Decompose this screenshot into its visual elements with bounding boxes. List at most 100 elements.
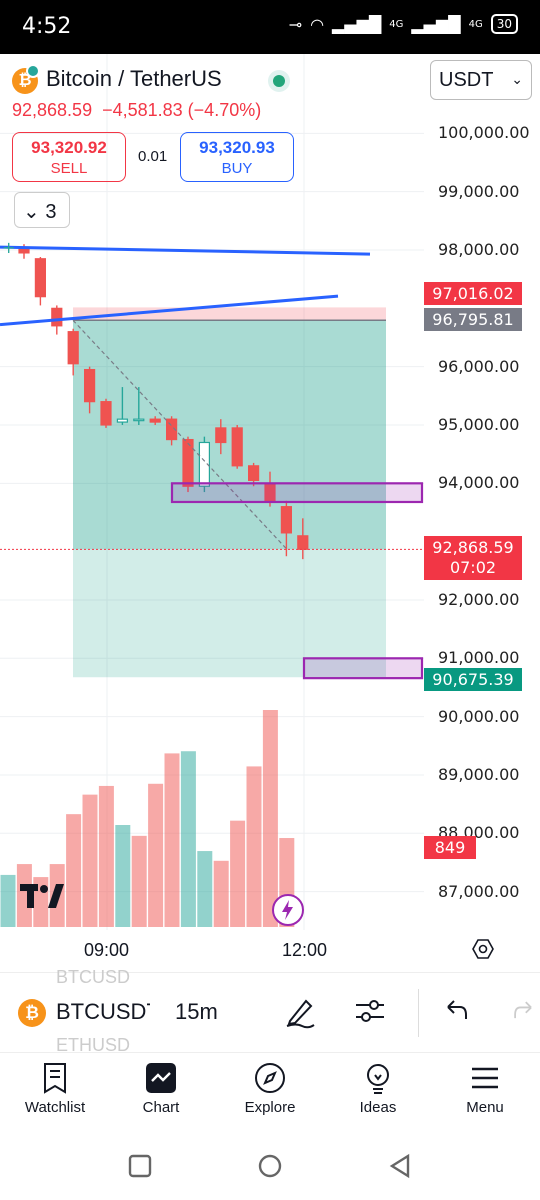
signal-icon-1: ▂▄▆█ <box>332 14 382 34</box>
time-label-1200: 12:00 <box>282 940 328 960</box>
redo-icon[interactable] <box>508 993 540 1029</box>
price-axis-label: 91,000.00 <box>438 648 520 668</box>
nav-explore[interactable]: Explore <box>225 1061 315 1116</box>
candle-body <box>133 418 145 422</box>
position-path <box>72 319 288 550</box>
price-axis-label: 99,000.00 <box>438 181 520 201</box>
candle-body <box>248 465 260 482</box>
price-axis-label: 96,000.00 <box>438 356 520 376</box>
chart-area[interactable]: + ₿ Bitcoin / TetherUS USDT ⌄ 92,868.59 … <box>0 54 540 974</box>
lightbulb-icon <box>367 1064 389 1094</box>
buy-label: BUY <box>221 160 253 177</box>
candle-body <box>280 506 292 534</box>
currency-select[interactable]: USDT ⌄ <box>430 60 532 100</box>
candle-body <box>166 418 178 441</box>
time-axis[interactable]: 09:00 12:00 <box>0 930 540 970</box>
trendline-upper <box>0 245 371 256</box>
chevron-down-icon: ⌄ <box>23 201 40 223</box>
price-tag-stop: 97,016.02 <box>424 282 522 305</box>
bottom-toolbar: BTCUSD ETHUSD ₿ BTCUSDT 15m <box>0 967 540 1055</box>
trendline-lower <box>0 294 339 327</box>
clock: 4:52 <box>22 14 72 39</box>
sell-price: 93,320.92 <box>31 138 107 157</box>
chart-icon <box>146 1063 176 1093</box>
volume-tag: 849 <box>424 836 476 859</box>
candle-body <box>149 418 161 423</box>
compass-icon <box>255 1063 285 1093</box>
status-icons: ⊸ ◠ ▂▄▆█ 4G ▂▄▆█ 4G 30 <box>289 14 518 34</box>
indicators-collapse-button[interactable]: ⌄ 3 <box>14 192 70 228</box>
buy-price: 93,320.93 <box>199 138 275 157</box>
settings-hexagon-icon[interactable] <box>472 938 494 960</box>
volume-bar <box>0 874 16 927</box>
buy-button[interactable]: 93,320.93 BUY <box>180 132 294 182</box>
status-bar: 4:52 ⊸ ◠ ▂▄▆█ 4G ▂▄▆█ 4G 30 <box>0 0 540 54</box>
candle-body <box>100 401 112 426</box>
price-axis-label: 92,000.00 <box>438 589 520 609</box>
tether-badge-icon <box>26 64 40 78</box>
price-tag-target: 90,675.39 <box>424 668 522 691</box>
price-change: 92,868.59 −4,581.83 (−4.70%) <box>12 100 261 121</box>
vpn-key-icon: ⊸ <box>288 14 303 34</box>
demand-zone-box <box>302 657 424 680</box>
time-label-0900: 09:00 <box>84 940 130 960</box>
market-open-indicator-icon[interactable] <box>268 70 290 92</box>
bitcoin-symbol-icon[interactable]: ₿ <box>18 999 46 1027</box>
price-axis-label: 87,000.00 <box>438 881 520 901</box>
nav-watchlist-label: Watchlist <box>24 1099 86 1116</box>
candle-body <box>67 331 79 365</box>
nav-menu[interactable]: Menu <box>440 1061 530 1116</box>
volume-bar <box>197 851 213 927</box>
price-axis-label: 95,000.00 <box>438 414 520 434</box>
price-tag-last: 92,868.59 07:02 <box>424 536 522 580</box>
last-price-tag-value: 92,868.59 <box>432 538 514 557</box>
nav-chart-label: Chart <box>142 1099 180 1116</box>
volume-bar <box>66 814 82 927</box>
price-axis-label: 100,000.00 <box>438 123 530 143</box>
price-tag-entry: 96,795.81 <box>424 308 522 331</box>
indicators-sliders-icon[interactable] <box>352 993 388 1029</box>
volume-bar <box>213 860 229 927</box>
volume-bar <box>246 766 262 927</box>
chart-canvas[interactable]: + <box>0 54 540 974</box>
chevron-down-icon: ⌄ <box>511 71 523 87</box>
volume-bar <box>98 785 114 927</box>
lightning-icon[interactable] <box>272 894 304 926</box>
home-icon[interactable] <box>256 1152 284 1180</box>
candle-body <box>198 441 210 487</box>
battery-icon: 30 <box>490 14 518 34</box>
symbol-title[interactable]: Bitcoin / TetherUS <box>46 66 222 91</box>
bottom-navigation: Watchlist Chart Explore Ideas Menu <box>0 1052 540 1134</box>
nav-chart[interactable]: Chart <box>116 1061 206 1116</box>
volume-bar <box>262 710 278 927</box>
volume-bar <box>115 825 131 927</box>
price-axis-label: 90,000.00 <box>438 706 520 726</box>
signal-icon-2: ▂▄▆█ <box>411 14 461 34</box>
candle-body <box>116 418 129 423</box>
volume-bar <box>16 864 32 927</box>
last-price: 92,868.59 <box>12 100 93 120</box>
volume-bar <box>230 820 246 927</box>
nav-ideas[interactable]: Ideas <box>333 1061 423 1116</box>
symbol-switcher[interactable]: BTCUSDT <box>56 999 150 1024</box>
volume-bar <box>148 783 164 927</box>
spread-value: 0.01 <box>138 148 168 165</box>
back-icon[interactable] <box>386 1152 414 1180</box>
drawing-pen-icon[interactable] <box>282 993 318 1029</box>
supply-zone-box <box>170 482 424 504</box>
undo-icon[interactable] <box>438 993 474 1029</box>
watchlist-icon <box>44 1063 66 1094</box>
crosshair-plus-icon: + <box>2 238 15 257</box>
network-type-1: 4G <box>389 18 404 30</box>
indicators-count: 3 <box>45 201 57 223</box>
recent-apps-icon[interactable] <box>126 1152 154 1180</box>
nav-watchlist[interactable]: Watchlist <box>10 1061 100 1116</box>
profit-zone-filled <box>73 320 386 550</box>
candle-body <box>34 258 47 298</box>
tradingview-logo-icon[interactable] <box>18 880 66 914</box>
sell-label: SELL <box>50 160 88 177</box>
interval-switcher[interactable]: 15m <box>175 999 218 1024</box>
change-value: −4,581.83 (−4.70%) <box>102 100 262 120</box>
candle-body <box>83 368 96 403</box>
sell-button[interactable]: 93,320.92 SELL <box>12 132 126 182</box>
